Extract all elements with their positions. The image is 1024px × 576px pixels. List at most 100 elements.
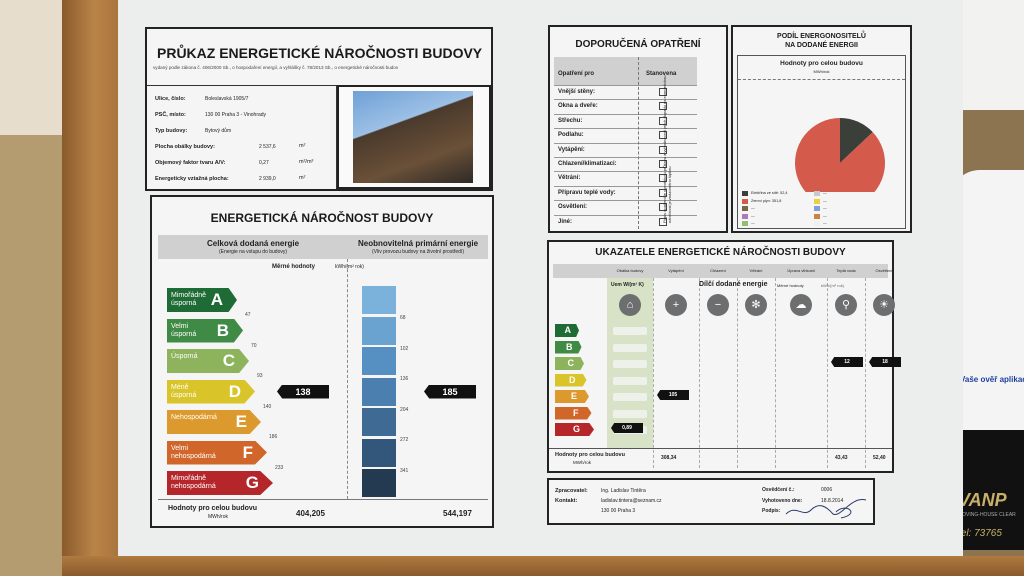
measures-list: Vnější stěny: Okna a dveře: Střechu: Podlah… [554, 57, 697, 229]
measure-checkbox[interactable] [659, 88, 667, 96]
energy-class-a: Mimořádně úsporná A [167, 288, 237, 312]
measure-unit: kWh/(m² rok) [821, 283, 845, 288]
class-letter: F [242, 442, 253, 462]
measure-checkbox[interactable] [659, 217, 667, 226]
divider [554, 128, 697, 130]
indicator-class-e: E [555, 390, 589, 403]
field-label: PSČ, místo: [155, 112, 186, 118]
legend-swatch [814, 221, 820, 226]
recommended-measures-section: DOPORUČENÁ OPATŘENÍ Opatření pro Stanove… [548, 25, 728, 233]
column-headers: Celková dodaná energie (Energie na vstup… [158, 235, 488, 259]
legend-swatch [814, 206, 820, 211]
legend-label: — [823, 206, 827, 210]
right-column-header: Neobnovitelná primární energie [357, 239, 479, 248]
column-header: Osvětlení [875, 268, 893, 273]
measure-checkbox[interactable] [659, 131, 667, 140]
class-label: Velmi úsporná [171, 322, 197, 338]
measure-checkbox[interactable] [659, 174, 667, 183]
totals-label: Hodnoty pro celou budovu [168, 505, 258, 512]
class-label: Nehospodárná [171, 414, 217, 421]
partial-energy-label: Dílčí dodané energie [699, 281, 768, 288]
section-subtitle: NA DODANÉ ENERGII [785, 42, 858, 49]
fan-icon: ✻ [745, 294, 767, 316]
legend-label: — [823, 213, 827, 218]
thermometer-plus-icon: + [665, 294, 687, 316]
energy-class-d: Méně úsporná D [167, 379, 255, 404]
signature-label: Podpis: [762, 508, 781, 514]
field-label: Objemový faktor tvaru A/V: [155, 160, 226, 166]
indicator-marker: 0,89 [611, 423, 643, 433]
indicator-marker: 105 [657, 390, 689, 400]
primary-threshold: 68 [400, 315, 406, 321]
measure-checkbox[interactable] [659, 203, 667, 212]
field-label: Ulice, číslo: [155, 96, 186, 102]
field-value: 2 537,6 [259, 144, 276, 150]
energy-class-f: Velmi nehospodárná F [167, 440, 267, 465]
legend-label: — [751, 221, 755, 225]
field-value: 2 939,0 [259, 176, 276, 182]
date-value: 18.8.2014 [821, 498, 844, 504]
divider [865, 278, 866, 468]
date-label: Vyhotoveno dne: [762, 498, 803, 504]
divider [554, 142, 697, 144]
column-header-row [553, 264, 888, 278]
pinned-paper [958, 0, 1024, 110]
class-threshold: 93 [257, 373, 263, 379]
wall [0, 0, 70, 135]
divider [554, 171, 697, 173]
class-letter: B [566, 341, 573, 352]
measure-label: Střechu: [558, 117, 583, 124]
field-value: Boleslavská 1905/7 [205, 96, 249, 102]
brand-tagline: MOVING-HOUSE CLEAR [958, 512, 1016, 518]
divider [554, 200, 697, 202]
measure-checkbox[interactable] [659, 116, 667, 125]
legend-swatch [742, 206, 748, 211]
measure-label: Přípravu teplé vody: [558, 189, 616, 196]
legend-label: — [823, 198, 827, 203]
envelope-scale-slot [613, 343, 647, 352]
measure-label: Osvětlení: [558, 204, 588, 211]
divider [554, 85, 697, 86]
indicator-class-b: B [555, 340, 582, 354]
uem-label: Uem W/(m² K) [611, 282, 644, 288]
measure-checkbox[interactable] [659, 160, 667, 168]
column-header: Opatření pro [558, 71, 595, 77]
header-section: PRŮKAZ ENERGETICKÉ NÁROČNOSTI BUDOVY vyd… [145, 27, 493, 191]
energy-class-g: Mimořádně nehospodárná G [167, 471, 273, 495]
legend-swatch [742, 221, 748, 226]
divider [554, 157, 697, 158]
measure-checkbox[interactable] [659, 145, 667, 154]
measure-label: Vytápění: [558, 146, 585, 153]
divider [638, 57, 639, 229]
measure-checkbox[interactable] [659, 188, 667, 197]
building-photo [353, 91, 473, 183]
column-header: Větrání [749, 268, 763, 273]
divider [554, 214, 697, 216]
class-letter: C [567, 358, 575, 368]
indicators-table: Obálka budovy ⌂ Vytápění +308,34 Chlazení − Vě… [549, 242, 901, 471]
measure-checkbox[interactable] [659, 102, 667, 111]
class-threshold: 140 [263, 403, 272, 410]
section-title: DOPORUČENÁ OPATŘENÍ [575, 39, 701, 50]
legend-swatch [742, 198, 748, 204]
totals-label: Hodnoty pro celou budovu [555, 452, 625, 458]
class-letter: D [228, 381, 241, 401]
primary-energy-bar-segment [362, 286, 396, 314]
indicator-class-f: F [555, 406, 592, 420]
column-header: Chlazení [710, 268, 726, 273]
humidity-icon: ☁ [790, 294, 812, 316]
energy-carriers-section: PODÍL ENERGONOSITELŮ NA DODANÉ ENERGII H… [731, 25, 912, 233]
legend-label: — [751, 206, 755, 210]
class-letter: A [210, 290, 223, 309]
primary-energy-marker: 185 [424, 384, 476, 399]
brand-phone: tel: 73765 [958, 528, 1002, 539]
lightbulb-icon: ☀ [873, 294, 895, 316]
legend-label: — [823, 221, 827, 225]
field-label: Energeticky vztažná plocha: [155, 176, 229, 182]
column-header: Úprava vlhkosti [787, 268, 815, 273]
primary-threshold: 341 [400, 467, 409, 474]
section-title: PODÍL ENERGONOSITELŮ [777, 33, 866, 40]
chart-unit: MWh/rok [813, 69, 830, 74]
contact-label: Kontakt: [555, 498, 578, 504]
contact-email[interactable]: ladislav.tintera@seznam.cz [601, 498, 662, 504]
